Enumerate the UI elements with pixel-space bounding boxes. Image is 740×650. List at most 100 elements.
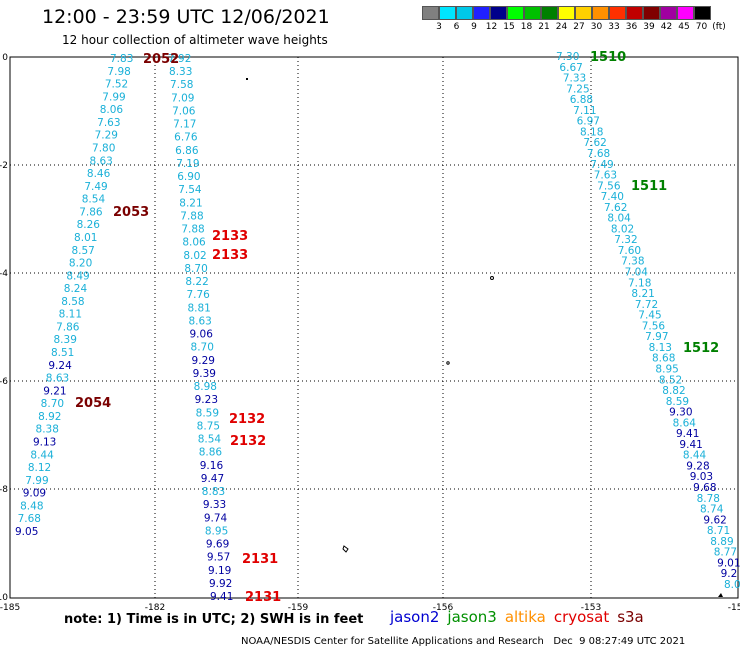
wave-height-value: 8.59: [666, 396, 689, 408]
wave-height-value: 8.21: [179, 197, 202, 209]
color-scale-label: 39: [643, 22, 655, 32]
wave-height-value: 7.09: [171, 92, 194, 104]
wave-height-value: 7.63: [594, 170, 617, 182]
color-scale-label: 12: [485, 22, 498, 32]
x-tick-label: -185: [0, 603, 20, 613]
color-scale-swatch: [524, 6, 541, 20]
wave-height-value: 7.17: [173, 119, 196, 131]
wave-height-value: 9.21: [43, 385, 66, 397]
wave-height-value: 8.44: [683, 450, 707, 462]
color-scale-swatch: [677, 6, 694, 20]
color-scale-label: 36: [625, 22, 638, 32]
wave-height-value: 9.68: [693, 482, 716, 494]
color-scale-label: 18: [520, 22, 533, 32]
wave-height-value: 8.92: [38, 411, 61, 423]
wave-height-value: 7.18: [628, 277, 651, 289]
wave-height-value: 8.78: [697, 493, 720, 505]
wave-height-value: 9.29: [192, 355, 215, 367]
wave-height-value: 7.92: [168, 53, 191, 65]
island-marker: [446, 361, 450, 365]
wave-height-value: 9.47: [201, 473, 224, 485]
wave-height-value: 7.88: [181, 224, 204, 236]
color-scale-label: 27: [573, 22, 585, 32]
y-tick-label: -10: [0, 593, 8, 603]
pass-time-label: 2133: [212, 248, 248, 263]
color-scale-swatch: [439, 6, 456, 20]
color-scale-label: 9: [471, 22, 477, 32]
map-title: 12:00 - 23:59 UTC 12/06/2021: [42, 6, 330, 28]
color-scale-swatch: [507, 6, 524, 20]
wave-height-value: 8.0: [724, 579, 740, 591]
y-tick-label: -6: [0, 377, 8, 387]
color-scale-label: 30: [590, 22, 603, 32]
color-scale-label: 70: [695, 22, 708, 32]
color-scale-label: 15: [503, 22, 515, 32]
wave-height-value: 9.74: [204, 512, 228, 524]
wave-height-value: 8.39: [54, 334, 77, 346]
wave-height-value: 8.57: [71, 245, 94, 257]
wave-height-value: 7.86: [56, 321, 80, 333]
legend-cryosat: cryosat: [553, 608, 610, 626]
wave-height-value: 9.41: [676, 428, 699, 440]
x-tick-label: -182: [145, 603, 165, 613]
color-scale-bar: [422, 6, 711, 20]
wave-height-value: 7.49: [84, 181, 107, 193]
color-scale-label: 6: [453, 22, 460, 32]
wave-height-value: 8.70: [184, 263, 207, 275]
wave-height-value: 9.16: [200, 460, 224, 472]
legend-jason3: jason3: [447, 608, 497, 626]
credit-footer: NOAA/NESDIS Center for Satellite Applica…: [241, 636, 686, 647]
legend-s3a: s3a: [617, 608, 644, 626]
wave-height-value: 8.82: [662, 385, 685, 397]
wave-height-value: 8.54: [198, 434, 222, 446]
wave-height-value: 8.89: [710, 536, 733, 548]
wave-height-value: 6.90: [177, 171, 200, 183]
wave-height-value: 8.06: [182, 237, 206, 249]
wave-height-value: 7.68: [587, 148, 610, 160]
pass-time-label: 2132: [230, 434, 266, 449]
wave-height-value: 8.77: [714, 547, 737, 559]
color-scale-swatch: [541, 6, 558, 20]
wave-height-value: 9.41: [679, 439, 702, 451]
wave-height-value: 7.29: [95, 130, 118, 142]
wave-height-value: 9.92: [209, 578, 232, 590]
color-scale-swatch: [609, 6, 626, 20]
wave-height-value: 8.95: [205, 525, 228, 537]
wave-height-value: 9.39: [193, 368, 216, 380]
wave-height-value: 8.74: [700, 504, 724, 516]
wave-height-value: 7.76: [186, 289, 210, 301]
wave-height-value: 9.13: [33, 437, 56, 449]
wave-height-value: 7.58: [170, 79, 193, 91]
island-marker: [246, 78, 248, 80]
color-scale-swatch: [490, 6, 507, 20]
wave-height-value: 7.38: [621, 256, 644, 268]
wave-height-value: 7.62: [583, 137, 606, 149]
wave-height-value: 9.2: [721, 568, 738, 580]
color-scale-label: (ft): [712, 22, 726, 32]
wave-height-value: 8.38: [36, 424, 59, 436]
pass-time-label: 1510: [590, 50, 626, 65]
map-subtitle: 12 hour collection of altimeter wave hei…: [62, 33, 328, 47]
wave-height-value: 9.23: [195, 394, 218, 406]
pass-time-label: 2053: [113, 205, 149, 220]
wave-height-value: 7.52: [105, 79, 128, 91]
color-scale-swatch: [558, 6, 575, 20]
wave-height-value: 7.11: [573, 105, 596, 117]
wave-height-value: 9.01: [717, 557, 740, 569]
wave-height-value: 7.45: [638, 310, 661, 322]
wave-height-value: 8.44: [30, 449, 54, 461]
wave-height-value: 7.19: [176, 158, 199, 170]
footnote: note: 1) Time is in UTC; 2) SWH is in fe…: [64, 612, 364, 627]
map-frame: [9, 56, 739, 599]
wave-height-value: 7.97: [645, 331, 668, 343]
wave-height-value: 8.71: [707, 525, 730, 537]
island-marker: [718, 593, 723, 597]
wave-height-value: 6.88: [570, 94, 593, 106]
y-tick-label: -8: [0, 485, 8, 495]
color-scale-swatch: [456, 6, 473, 20]
wave-height-value: 7.32: [614, 234, 637, 246]
wave-height-value: 8.98: [194, 381, 217, 393]
wave-height-value: 7.86: [79, 206, 103, 218]
wave-height-value: 8.49: [66, 270, 89, 282]
wave-height-value: 9.05: [15, 526, 38, 538]
